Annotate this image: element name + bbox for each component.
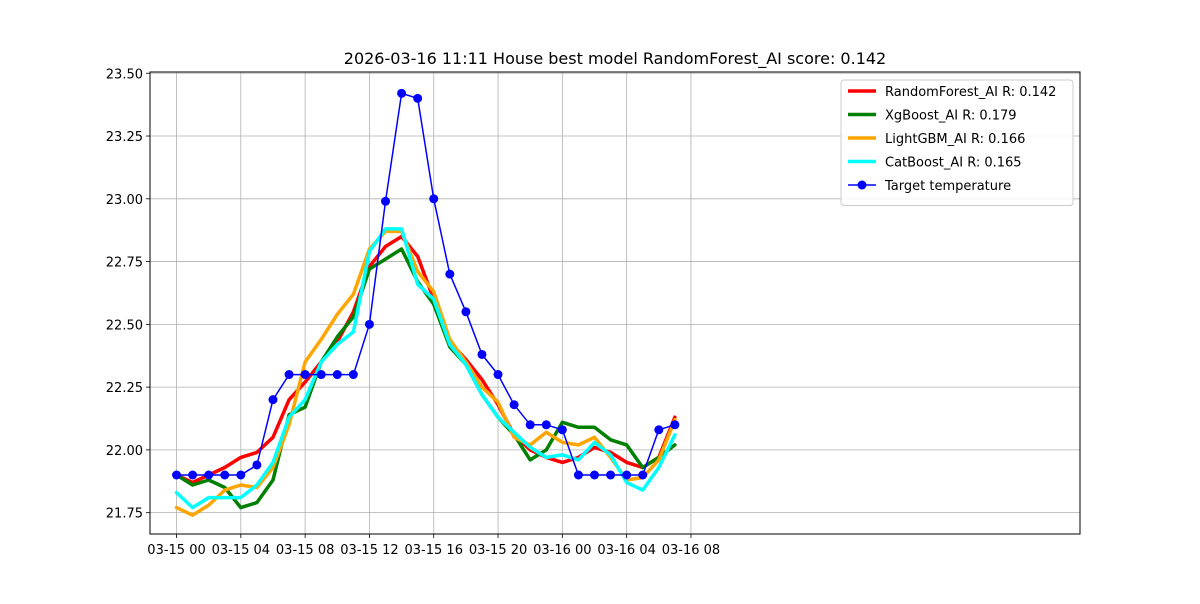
series-point-4 (348, 370, 358, 380)
series-point-4 (188, 470, 198, 480)
x-tick-label: 03-16 08 (662, 543, 720, 558)
plot-series (172, 88, 680, 517)
series-point-4 (413, 93, 423, 103)
x-tick-label: 03-16 04 (597, 543, 655, 558)
series-point-4 (332, 370, 342, 380)
x-tick-label: 03-15 12 (340, 543, 398, 558)
y-tick-label: 23.00 (106, 193, 143, 208)
x-tick-label: 03-15 04 (212, 543, 270, 558)
series-point-4 (284, 370, 294, 380)
y-tick-label: 23.50 (106, 67, 143, 82)
series-point-4 (220, 470, 230, 480)
grid (150, 72, 1080, 534)
y-tick-label: 21.75 (106, 507, 143, 522)
series-point-4 (364, 319, 374, 329)
series-point-4 (606, 470, 616, 480)
legend-box (840, 79, 1074, 206)
series-point-4 (172, 470, 182, 480)
series-point-4 (638, 470, 648, 480)
series-point-4 (573, 470, 583, 480)
x-tick-label: 03-15 20 (469, 543, 527, 558)
series-point-4 (445, 269, 455, 279)
series-point-4 (300, 370, 310, 380)
legend-label: LightGBM_AI R: 0.166 (885, 132, 1025, 147)
y-tick-label: 23.25 (106, 130, 143, 145)
legend-label: Target temperature (884, 179, 1011, 194)
series-point-4 (316, 370, 326, 380)
y-tick-label: 22.75 (106, 256, 143, 271)
axis-ticks: 03-15 00 03-15 04 03-15 08 03-15 12 03-15 16… (106, 67, 720, 558)
series-point-4 (268, 395, 278, 405)
series-point-4 (590, 470, 600, 480)
x-tick-label: 03-16 00 (533, 543, 591, 558)
series-point-4 (670, 420, 680, 430)
series-line-3 (174, 227, 677, 510)
chart-title: 2026-03-16 11:11 House best model Random… (344, 49, 886, 69)
series-point-4 (525, 420, 535, 430)
series-point-4 (509, 400, 519, 410)
legend-label: XgBoost_AI R: 0.179 (885, 109, 1017, 124)
x-tick-label: 03-15 00 (147, 543, 205, 558)
series-point-4 (236, 470, 246, 480)
legend-marker (857, 180, 867, 190)
y-tick-label: 22.25 (106, 381, 143, 396)
series-point-4 (622, 470, 632, 480)
legend-label: CatBoost_AI R: 0.165 (885, 156, 1022, 171)
series-point-4 (381, 196, 391, 206)
series-point-4 (429, 194, 439, 204)
y-tick-label: 22.00 (106, 444, 143, 459)
series-point-4 (204, 470, 214, 480)
series-point-4 (541, 420, 551, 430)
legend-label: RandomForest_AI R: 0.142 (885, 85, 1056, 100)
x-tick-label: 03-15 16 (405, 543, 463, 558)
plot-frame (149, 71, 1081, 535)
series-point-4 (397, 88, 407, 98)
series-point-4 (557, 425, 567, 435)
series-point-4 (654, 425, 664, 435)
series-point-4 (461, 307, 471, 317)
series-point-4 (493, 370, 503, 380)
series-line-0 (174, 234, 677, 485)
series-point-4 (252, 460, 262, 470)
y-tick-label: 22.50 (106, 318, 143, 333)
legend: RandomForest_AI R: 0.142 XgBoost_AI R: 0.… (840, 79, 1074, 206)
x-tick-label: 03-15 08 (276, 543, 334, 558)
series-point-4 (477, 349, 487, 359)
